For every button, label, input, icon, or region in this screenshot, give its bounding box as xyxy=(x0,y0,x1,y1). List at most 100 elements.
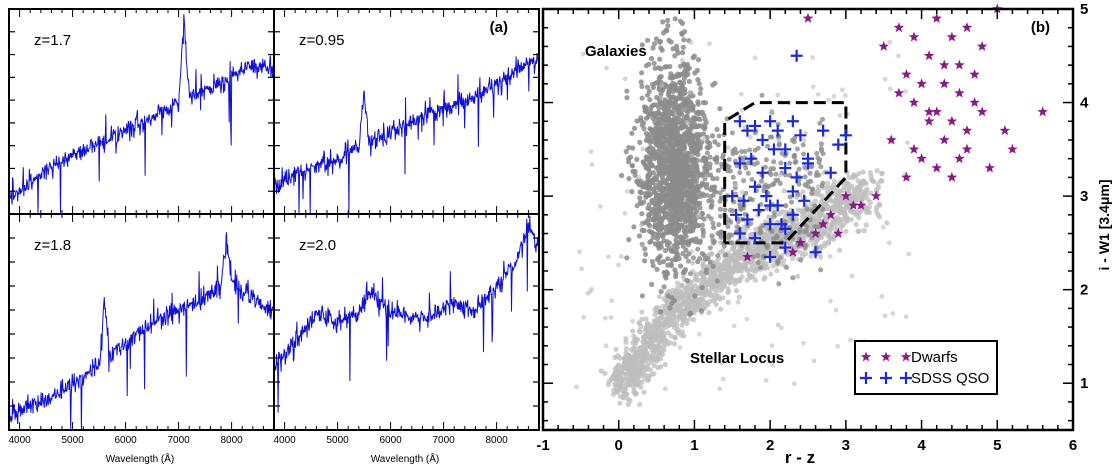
galaxy-point xyxy=(656,105,662,111)
galaxy-point xyxy=(820,180,826,186)
galaxy-point xyxy=(818,141,824,147)
star-point xyxy=(905,140,910,146)
galaxy-point xyxy=(643,251,649,257)
galaxy-point xyxy=(624,88,630,94)
star-point xyxy=(675,280,681,286)
galaxy-point xyxy=(645,37,651,43)
galaxy-point xyxy=(792,135,798,141)
galaxy-point xyxy=(750,254,756,260)
star-point xyxy=(882,76,888,82)
dwarf-point xyxy=(961,143,973,154)
galaxy-point xyxy=(692,70,698,76)
galaxy-point xyxy=(661,269,667,276)
star-point xyxy=(662,386,668,392)
star-point xyxy=(875,181,881,187)
galaxy-point xyxy=(637,139,643,145)
dwarf-point xyxy=(817,218,829,229)
star-point xyxy=(657,356,664,362)
galaxy-point xyxy=(704,192,710,198)
stellar-locus-annotation: Stellar Locus xyxy=(690,350,784,367)
star-point xyxy=(649,358,656,364)
star-point xyxy=(661,343,667,350)
galaxy-point xyxy=(673,207,679,213)
star-point xyxy=(879,294,885,299)
galaxy-point xyxy=(683,247,689,253)
galaxy-point xyxy=(655,137,661,143)
star-point xyxy=(683,285,689,291)
star-point xyxy=(602,315,608,321)
galaxy-point xyxy=(654,142,660,148)
star-point xyxy=(860,207,866,213)
star-point xyxy=(770,263,776,269)
qso-point xyxy=(745,152,758,165)
x-tick-label: 3 xyxy=(842,437,850,454)
galaxy-point xyxy=(782,219,788,224)
star-point xyxy=(729,253,735,259)
galaxy-point xyxy=(771,210,777,216)
galaxy-point xyxy=(650,81,656,87)
star-point xyxy=(733,182,739,188)
galaxy-point xyxy=(623,149,629,155)
star-point xyxy=(651,344,657,350)
galaxy-point xyxy=(691,205,697,211)
galaxy-point xyxy=(668,261,674,267)
qso-point xyxy=(737,194,750,207)
dwarf-point xyxy=(901,171,912,182)
galaxy-point xyxy=(653,190,659,197)
galaxy-point xyxy=(650,115,656,122)
galaxy-point xyxy=(742,211,748,217)
star-point xyxy=(855,228,861,234)
star-point xyxy=(684,120,690,125)
galaxy-point xyxy=(684,156,690,162)
galaxy-point xyxy=(768,172,774,178)
galaxy-point xyxy=(673,270,679,276)
dwarf-point xyxy=(946,115,958,126)
galaxy-point xyxy=(631,125,638,131)
galaxy-point xyxy=(657,260,663,266)
galaxy-point xyxy=(766,183,772,189)
galaxy-point xyxy=(639,83,645,90)
xaxis-label: r - z xyxy=(785,448,815,467)
qso-point xyxy=(809,246,822,259)
galaxy-point xyxy=(643,130,650,137)
galaxy-point xyxy=(741,178,747,184)
qso-point xyxy=(786,115,799,128)
star-point xyxy=(689,248,695,254)
galaxy-point xyxy=(666,245,672,251)
galaxy-point xyxy=(798,257,804,263)
star-point xyxy=(702,304,708,310)
galaxy-point xyxy=(796,181,802,187)
galaxy-point xyxy=(678,174,684,180)
star-point xyxy=(660,303,666,309)
galaxy-point xyxy=(629,130,635,136)
galaxy-point xyxy=(662,97,668,103)
star-point xyxy=(703,292,709,298)
galaxy-point xyxy=(667,227,673,233)
galaxy-point xyxy=(801,151,807,157)
y-tick-label: 3 xyxy=(1080,188,1088,205)
qso-point xyxy=(790,171,803,184)
galaxy-point xyxy=(806,232,812,237)
star-point xyxy=(879,170,885,176)
galaxy-point xyxy=(762,164,768,170)
galaxy-point xyxy=(642,258,648,264)
galaxy-point xyxy=(700,227,706,233)
galaxy-point xyxy=(657,131,663,137)
galaxy-point xyxy=(679,85,686,91)
galaxy-point xyxy=(679,154,685,160)
star-point xyxy=(734,268,741,274)
galaxy-point xyxy=(624,95,630,101)
star-point xyxy=(623,336,629,342)
star-point xyxy=(810,55,815,60)
star-point xyxy=(863,192,869,198)
galaxy-point xyxy=(707,259,713,265)
star-point xyxy=(664,319,670,325)
galaxy-point xyxy=(692,293,698,299)
star-point xyxy=(689,153,695,159)
dwarf-point xyxy=(908,143,920,154)
galaxy-point xyxy=(636,182,642,188)
galaxy-point xyxy=(688,228,694,234)
galaxy-point xyxy=(776,281,782,287)
galaxy-point xyxy=(697,117,703,122)
